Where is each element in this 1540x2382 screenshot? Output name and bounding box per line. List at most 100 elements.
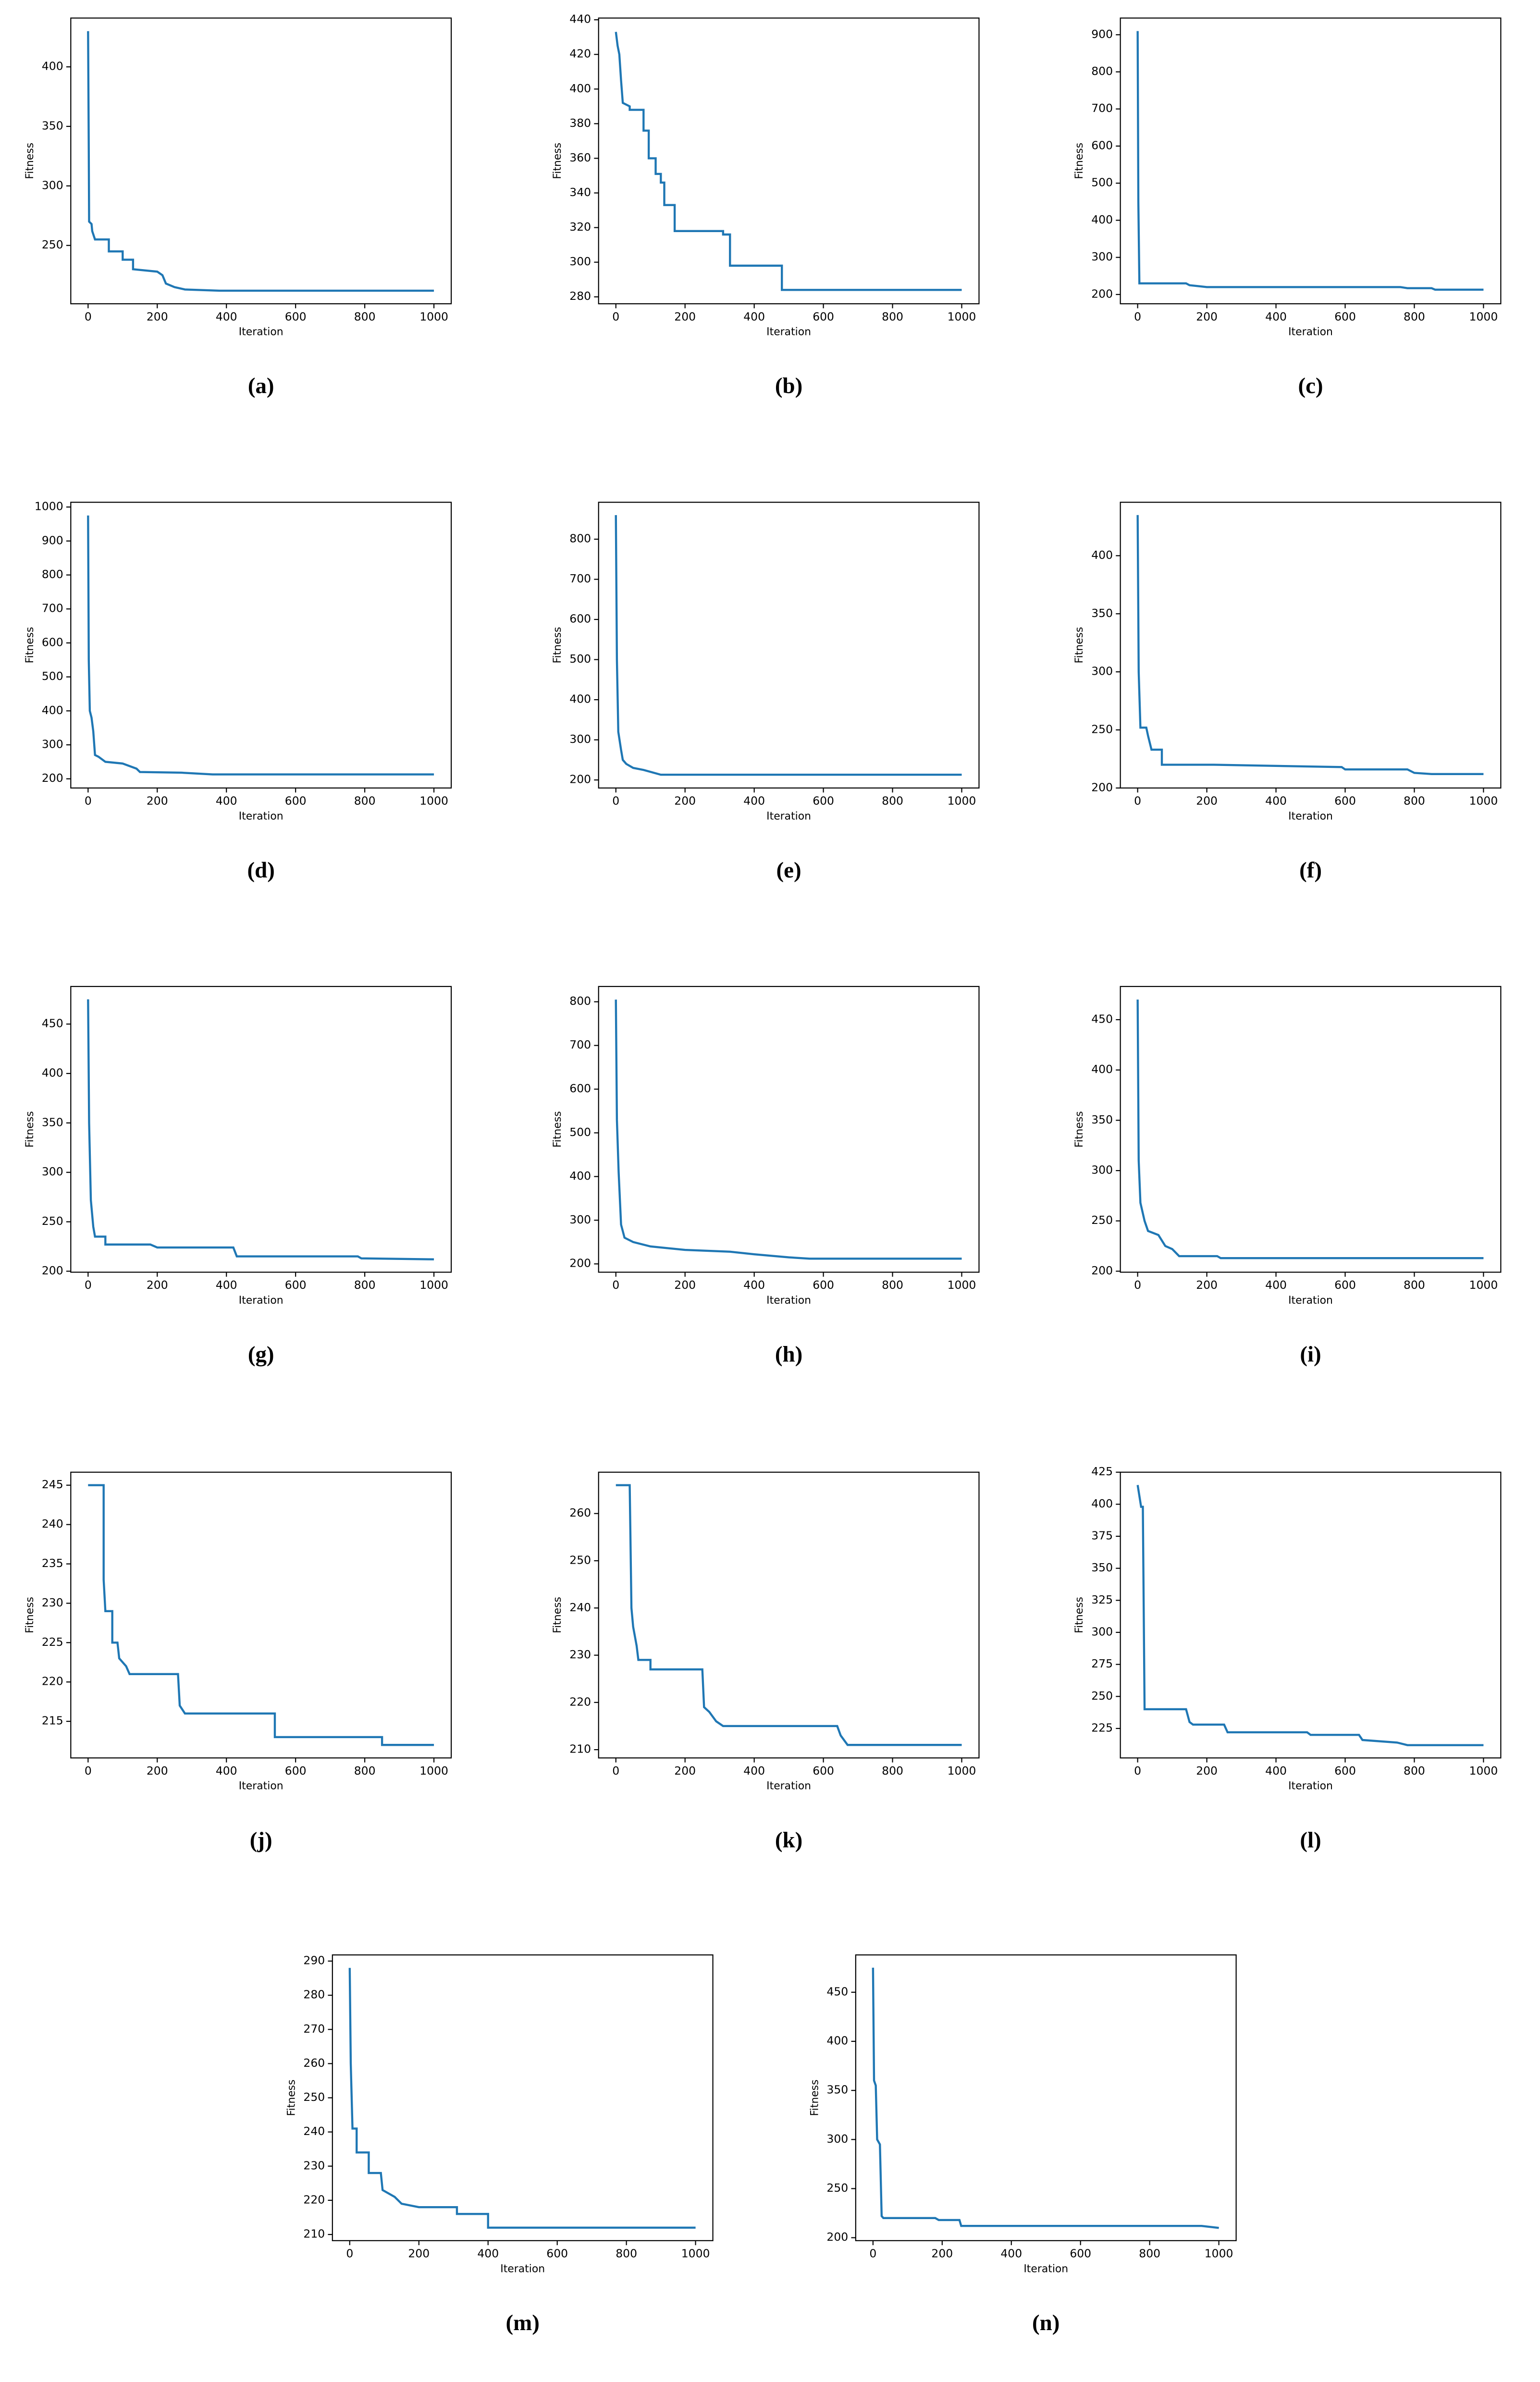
x-tick-label: 1000 [419,1278,448,1292]
x-axis-label: Iteration [1288,326,1333,338]
y-tick-label: 220 [569,1695,591,1708]
y-tick-label: 200 [569,773,591,786]
y-tick-label: 300 [569,732,591,746]
x-tick-label: 1000 [948,794,976,807]
x-tick-label: 600 [546,2246,568,2260]
plot-frame [598,986,980,1273]
x-tick-label: 600 [1334,1764,1356,1777]
x-tick-label: 600 [813,310,834,323]
y-tick-label: 240 [42,1517,63,1530]
y-tick-label: 220 [42,1675,63,1688]
subplot-caption: (b) [775,373,802,398]
y-tick-label: 425 [1091,1465,1113,1478]
x-tick-label: 200 [1196,1278,1218,1292]
plot-frame [1120,986,1502,1273]
y-tick-label: 340 [569,185,591,199]
fitness-line [1136,31,1484,291]
y-tick-label: 300 [42,178,63,192]
x-tick-label: 1000 [681,2246,710,2260]
y-axis-label: Fitness [552,143,564,179]
x-tick-label: 200 [674,1278,696,1292]
x-tick-label: 800 [882,1764,903,1777]
x-tick-label: 400 [1265,794,1287,807]
x-tick-label: 600 [813,1278,834,1292]
y-tick-label: 700 [569,1038,591,1051]
x-tick-label: 200 [1196,310,1218,323]
x-tick-label: 200 [674,794,696,807]
x-tick-label: 400 [216,794,237,807]
subplot-caption: (d) [247,858,275,883]
x-tick-label: 400 [477,2246,499,2260]
y-axis-label: Fitness [1073,1597,1085,1633]
y-tick-label: 225 [42,1635,63,1649]
x-tick-label: 200 [147,794,168,807]
y-axis-label: Fitness [552,1597,564,1633]
plot-frame [70,986,452,1273]
y-tick-label: 450 [1091,1012,1113,1025]
plot-frame [598,17,980,305]
y-tick-label: 1000 [35,500,63,513]
y-tick-label: 225 [1091,1721,1113,1734]
plot-frame [598,502,980,789]
y-tick-label: 275 [1091,1657,1113,1670]
x-tick-label: 1000 [948,1764,976,1777]
plot-frame [70,17,452,305]
x-tick-label: 400 [743,310,765,323]
x-tick-label: 200 [1196,1764,1218,1777]
fitness-line [616,1484,962,1746]
x-axis-label: Iteration [239,1780,283,1792]
y-tick-label: 400 [569,82,591,95]
y-axis-label: Fitness [24,1111,36,1148]
x-tick-label: 0 [85,794,92,807]
y-tick-label: 300 [42,738,63,751]
y-tick-label: 230 [303,2159,325,2172]
x-tick-label: 800 [354,794,376,807]
y-tick-label: 300 [1091,665,1113,678]
x-tick-label: 800 [616,2246,637,2260]
fitness-line [87,515,434,776]
x-axis-label: Iteration [239,810,283,822]
y-tick-label: 250 [303,2090,325,2104]
fitness-line [348,1968,696,2229]
x-tick-label: 1000 [419,1764,448,1777]
y-tick-label: 380 [569,116,591,130]
fitness-line [88,1484,434,1746]
fitness-line [1136,1485,1484,1746]
y-axis-label: Fitness [285,2080,297,2116]
x-tick-label: 600 [1070,2246,1091,2260]
y-tick-label: 200 [1091,1264,1113,1277]
plot-frame [1120,17,1502,305]
y-tick-label: 200 [42,1264,63,1277]
y-tick-label: 350 [1091,1113,1113,1126]
x-tick-label: 0 [869,2246,876,2260]
subplot-caption: (a) [248,373,274,398]
y-tick-label: 900 [42,533,63,547]
x-tick-label: 200 [147,1278,168,1292]
y-tick-label: 250 [1091,1689,1113,1703]
x-tick-label: 0 [1134,1764,1141,1777]
x-tick-label: 400 [1265,1764,1287,1777]
y-tick-label: 260 [303,2056,325,2070]
x-tick-label: 800 [1139,2246,1160,2260]
x-tick-label: 1000 [1469,310,1498,323]
y-tick-label: 250 [1091,722,1113,736]
y-tick-label: 240 [569,1601,591,1614]
y-tick-label: 320 [569,220,591,234]
y-tick-label: 240 [303,2124,325,2138]
y-tick-label: 210 [569,1742,591,1756]
y-tick-label: 290 [303,1954,325,1967]
subplot-caption: (h) [775,1342,802,1367]
x-axis-label: Iteration [239,1295,283,1307]
x-tick-label: 0 [612,1764,619,1777]
subplot-caption: (l) [1300,1827,1321,1852]
x-tick-label: 800 [354,1278,376,1292]
subplot-caption: (j) [250,1827,272,1852]
x-tick-label: 600 [1334,794,1356,807]
x-axis-label: Iteration [1023,2263,1068,2275]
y-tick-label: 700 [1091,101,1113,115]
x-tick-label: 0 [346,2246,353,2260]
x-axis-label: Iteration [1288,810,1333,822]
y-tick-label: 800 [569,994,591,1008]
